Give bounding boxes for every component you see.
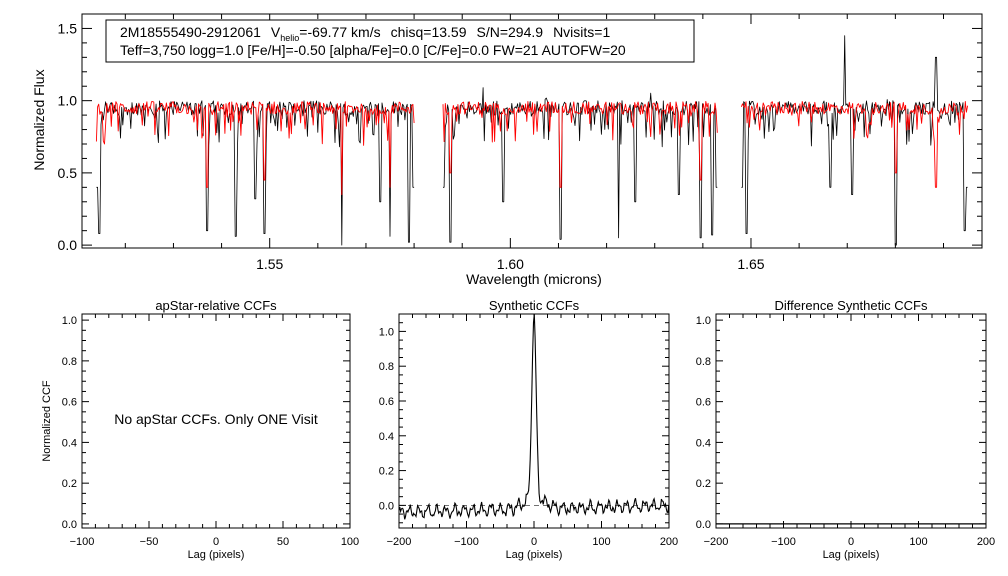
y-tick-label: 0.6 (696, 397, 711, 409)
y-tick-label: 0.0 (379, 500, 394, 512)
synthetic-ccf-axes-frame (398, 313, 670, 529)
apstar-ccf-x-axis-label: Lag (pixels) (188, 549, 245, 561)
difference-ccf-x-axis-label: Lag (pixels) (823, 549, 880, 561)
y-tick-label: 1.0 (696, 315, 711, 327)
x-tick-label: −50 (140, 536, 159, 548)
model-spectrum-line (95, 101, 415, 196)
y-tick-label: 1.0 (379, 326, 394, 338)
y-tick-label: 0.4 (62, 437, 77, 449)
x-tick-label: 200 (660, 536, 678, 548)
y-tick-label: 0.5 (58, 165, 78, 181)
y-tick-label: 0.0 (696, 519, 711, 531)
x-tick-label: −100 (771, 536, 796, 548)
y-tick-label: 0.0 (62, 519, 77, 531)
synthetic-ccf-panel: Synthetic CCFs −200 −100 0 100 200 0.0 0.2 0.4 0… (379, 298, 678, 561)
y-tick-label: 0.8 (62, 356, 77, 368)
x-tick-label: 0 (213, 536, 219, 548)
y-tick-label: 0.8 (696, 356, 711, 368)
spectrum-y-axis-label: Normalized Flux (31, 69, 47, 170)
synthetic-ccf-axes: −200 −100 0 100 200 0.0 0.2 0.4 0.6 0.8 1.0 (379, 313, 678, 548)
difference-ccf-axes-frame (715, 313, 987, 529)
y-tick-label: 0.6 (379, 396, 394, 408)
observed-spectrum-line (741, 35, 968, 246)
signal-to-noise-value: S/N=294.9 (477, 24, 544, 40)
x-tick-label: 0 (531, 536, 537, 548)
y-tick-label: 0.4 (696, 437, 711, 449)
model-spectrum-line (442, 100, 718, 188)
info-box (105, 19, 695, 63)
x-tick-label: 1.65 (737, 256, 764, 272)
synthetic-ccf-line (398, 314, 670, 520)
info-box-line-1: 2M18555490-2912061 Vhelio=-69.77 km/s chis… (120, 24, 610, 43)
apstar-ccf-axes: −100 −50 0 50 100 0.0 0.2 0.4 0.6 0.8 1.0 (62, 314, 359, 548)
x-tick-label: −100 (70, 536, 95, 548)
difference-ccf-title: Difference Synthetic CCFs (775, 298, 928, 313)
x-tick-label: 1.60 (497, 256, 524, 272)
chisq-value: chisq=13.59 (391, 24, 467, 40)
synthetic-ccf-x-axis-label: Lag (pixels) (506, 549, 563, 561)
x-tick-label: −200 (704, 536, 729, 548)
info-box-line-2: Teff=3,750 logg=1.0 [Fe/H]=-0.50 [alpha/… (120, 42, 626, 58)
x-tick-label: 100 (341, 536, 359, 548)
vhelio-symbol: V (271, 24, 281, 40)
y-tick-label: 1.0 (62, 315, 77, 327)
x-tick-label: −200 (387, 536, 412, 548)
vhelio-value: =-69.77 km/s (299, 24, 380, 40)
x-tick-label: 50 (277, 536, 289, 548)
y-tick-label: 0.2 (379, 466, 394, 478)
x-tick-label: 100 (909, 536, 927, 548)
difference-ccf-panel: Difference Synthetic CCFs −200 −100 0 100 20… (696, 298, 995, 561)
observed-spectrum-line (443, 87, 718, 243)
spectrum-axes-frame (81, 13, 983, 249)
y-tick-label: 0.6 (62, 397, 77, 409)
spectrum-plot-area (95, 35, 969, 246)
no-ccf-message: No apStar CCFs. Only ONE Visit (114, 411, 318, 427)
spectrum-panel: 1.55 1.60 1.65 0.0 0.5 1.0 1.5 Wavelength (mic… (31, 13, 983, 287)
synthetic-ccf-plot-area (398, 314, 670, 520)
y-tick-label: 0.8 (379, 361, 394, 373)
nvisits-value: Nvisits=1 (553, 24, 610, 40)
apstar-ccf-title: apStar-relative CCFs (155, 298, 277, 313)
spectrum-x-axis-label: Wavelength (microns) (466, 271, 602, 287)
apstar-ccf-panel: apStar-relative CCFs −100 −50 0 50 100 0.0 0.2… (41, 298, 359, 561)
y-tick-label: 1.5 (58, 20, 78, 36)
star-id: 2M18555490-2912061 (120, 24, 261, 40)
x-tick-label: −100 (454, 536, 479, 548)
x-tick-label: 1.55 (256, 256, 283, 272)
y-tick-label: 0.2 (62, 478, 77, 490)
difference-ccf-axes: −200 −100 0 100 200 0.0 0.2 0.4 0.6 0.8 1.0 (696, 314, 995, 548)
x-tick-label: 0 (848, 536, 854, 548)
x-tick-label: 200 (977, 536, 995, 548)
vhelio-subscript: helio (280, 33, 299, 43)
synthetic-ccf-title: Synthetic CCFs (489, 298, 580, 313)
y-tick-label: 0.2 (696, 478, 711, 490)
y-tick-label: 0.0 (58, 237, 78, 253)
y-tick-label: 0.4 (379, 431, 394, 443)
apstar-ccf-y-axis-label: Normalized CCF (41, 380, 53, 462)
model-spectrum-line (740, 101, 969, 188)
y-tick-label: 1.0 (58, 93, 78, 109)
x-tick-label: 100 (592, 536, 610, 548)
spectrum-axes: 1.55 1.60 1.65 0.0 0.5 1.0 1.5 (58, 13, 982, 272)
